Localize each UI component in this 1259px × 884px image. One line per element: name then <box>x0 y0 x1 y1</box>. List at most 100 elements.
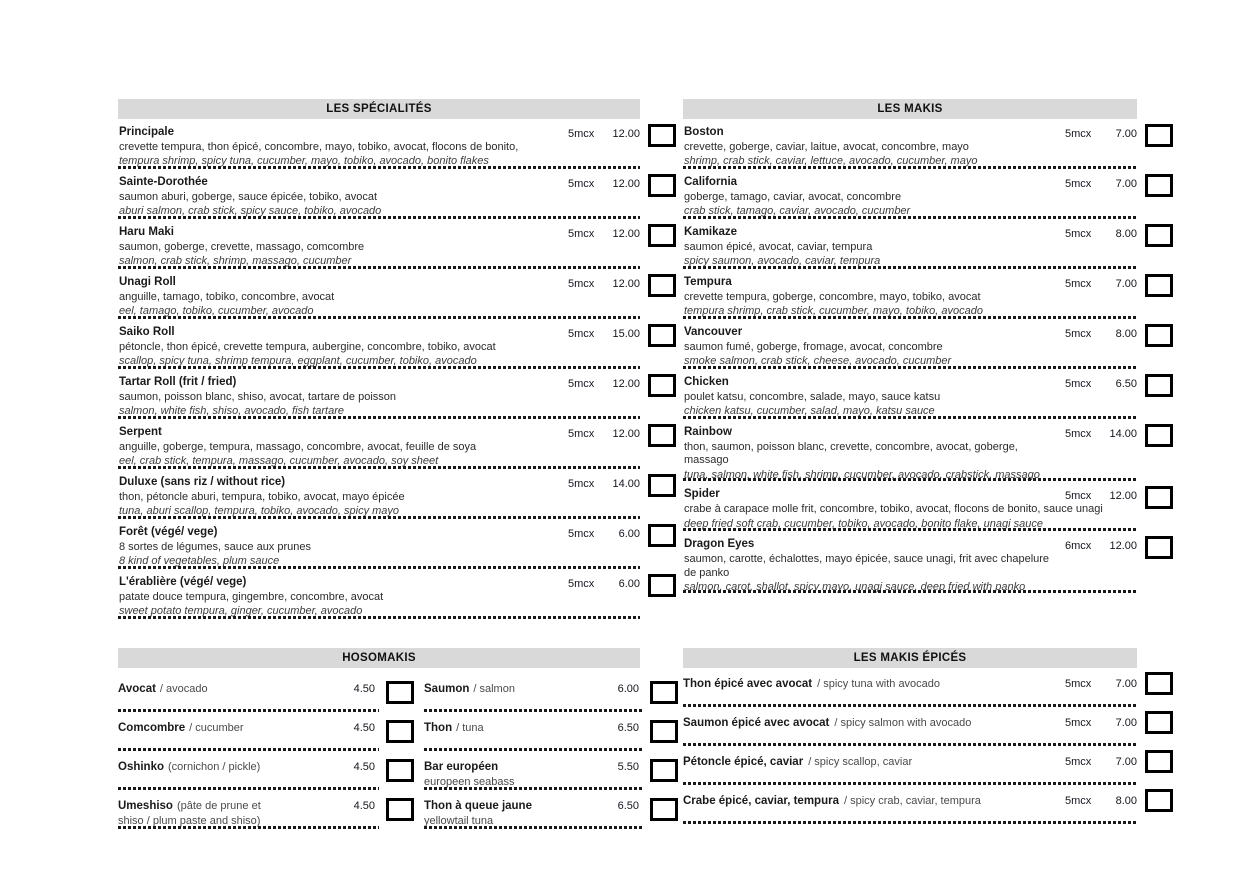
item-name: California <box>684 176 738 188</box>
item-checkbox[interactable] <box>648 424 676 447</box>
item-checkbox[interactable] <box>386 798 414 821</box>
item-desc-fr: pétoncle, thon épicé, crevette tempura, … <box>119 341 496 354</box>
row-divider <box>424 709 643 712</box>
item-desc: / salmon <box>473 683 515 695</box>
row-divider <box>683 416 1137 419</box>
item-checkbox[interactable] <box>1145 324 1173 347</box>
row-divider <box>118 566 640 569</box>
item-name: Tartar Roll (frit / fried) <box>119 376 237 388</box>
item-name: Thon épicé avec avocat <box>683 678 813 690</box>
item-qty: 5mcx <box>568 478 595 490</box>
row-divider <box>424 748 643 751</box>
item-checkbox[interactable] <box>1145 486 1173 510</box>
item-checkbox[interactable] <box>648 274 676 297</box>
item-qty-price: 5mcx 12.00 <box>568 128 640 140</box>
item-name: Umeshiso <box>118 800 173 812</box>
item-name: Spider <box>684 488 720 501</box>
item-qty: 5mcx <box>1065 328 1092 340</box>
item-checkbox[interactable] <box>1145 789 1173 812</box>
item-name: Thon <box>424 722 453 734</box>
menu-item: Haru Maki saumon, goberge, crevette, mas… <box>118 219 676 269</box>
item-desc-fr: crevette tempura, thon épicé, concombre,… <box>119 141 519 154</box>
item-desc-en: scallop, spicy tuna, shrimp tempura, egg… <box>119 355 477 368</box>
row-divider <box>118 466 640 469</box>
item-price: 12.00 <box>612 128 640 140</box>
menu-item: Unagi Roll anguille, tamago, tobiko, con… <box>118 269 676 319</box>
item-qty: 5mcx <box>1065 490 1092 503</box>
menu-item: California goberge, tamago, caviar, avoc… <box>683 169 1173 219</box>
item-checkbox[interactable] <box>650 798 678 821</box>
item-price: 12.00 <box>612 178 640 190</box>
menu-item: Serpent anguille, goberge, tempura, mass… <box>118 419 676 469</box>
item-price: 6.50 <box>617 722 639 734</box>
item-checkbox[interactable] <box>1145 424 1173 447</box>
item-checkbox[interactable] <box>648 574 676 597</box>
item-name: Unagi Roll <box>119 276 176 288</box>
item-qty-price: 5mcx 6.00 <box>568 528 640 540</box>
item-checkbox[interactable] <box>1145 536 1173 560</box>
item-checkbox[interactable] <box>1145 672 1173 695</box>
item-checkbox[interactable] <box>386 681 414 704</box>
item-price: 6.50 <box>1115 378 1137 390</box>
item-checkbox[interactable] <box>1145 374 1173 397</box>
item-checkbox[interactable] <box>1145 711 1173 734</box>
menu-item: Rainbow thon, saumon, poisson blanc, cre… <box>683 419 1173 482</box>
item-name: Comcombre <box>118 722 186 734</box>
item-desc: / spicy tuna with avocado <box>817 678 941 690</box>
row-divider <box>683 166 1137 169</box>
row-divider <box>118 316 640 319</box>
row-divider <box>683 316 1137 319</box>
item-qty: 5mcx <box>1065 128 1092 140</box>
item-checkbox[interactable] <box>386 720 414 743</box>
item-qty: 5mcx <box>568 578 595 590</box>
item-checkbox[interactable] <box>648 524 676 547</box>
row-divider <box>683 743 1137 746</box>
section-rows: Avocat / avocado 4.50 Saumon / salmon 6.… <box>118 673 678 829</box>
row-divider <box>683 478 1137 482</box>
item-name: Boston <box>684 126 724 138</box>
row-divider <box>118 787 379 790</box>
item-qty: 5mcx <box>1065 678 1092 690</box>
item-checkbox[interactable] <box>1145 274 1173 297</box>
item-desc-fr: thon, pétoncle aburi, tempura, tobiko, a… <box>119 491 405 504</box>
item-qty-price: 5mcx 12.00 <box>568 278 640 290</box>
item-qty-price: 5mcx 12.00 <box>568 228 640 240</box>
item-qty: 5mcx <box>1065 756 1092 768</box>
item-checkbox[interactable] <box>386 759 414 782</box>
item-desc-fr: poulet katsu, concombre, salade, mayo, s… <box>684 391 941 404</box>
row-divider <box>683 782 1137 785</box>
menu-item: Crabe épicé, caviar, tempura / spicy cra… <box>683 785 1173 824</box>
menu-item: Pétoncle épicé, caviar / spicy scallop, … <box>683 746 1173 785</box>
item-checkbox[interactable] <box>650 759 678 782</box>
item-desc: / tuna <box>456 722 484 734</box>
item-checkbox[interactable] <box>1145 174 1173 197</box>
item-price: 8.00 <box>1115 228 1137 240</box>
item-checkbox[interactable] <box>1145 750 1173 773</box>
menu-item: Saumon épicé avec avocat / spicy salmon … <box>683 707 1173 746</box>
item-name: Kamikaze <box>684 226 738 238</box>
item-checkbox[interactable] <box>650 681 678 704</box>
item-desc-fr: saumon aburi, goberge, sauce épicée, tob… <box>119 191 378 204</box>
item-checkbox[interactable] <box>648 224 676 247</box>
item-desc: / cucumber <box>189 722 244 734</box>
item-checkbox[interactable] <box>648 124 676 147</box>
item-checkbox[interactable] <box>648 324 676 347</box>
item-checkbox[interactable] <box>648 174 676 197</box>
item-name: Duluxe (sans riz / without rice) <box>119 476 286 488</box>
item-qty-price: 5mcx 8.00 <box>1065 228 1137 240</box>
item-qty-price: 5mcx 12.00 <box>568 178 640 190</box>
section-les-makis: LES MAKIS Boston crevette, goberge, cavi… <box>683 99 1173 594</box>
menu-item: Tempura crevette tempura, goberge, conco… <box>683 269 1173 319</box>
section-header: LES SPÉCIALITÉS <box>118 99 640 119</box>
item-checkbox[interactable] <box>648 474 676 497</box>
item-desc-en: crab stick, tamago, caviar, avocado, cuc… <box>684 205 911 218</box>
item-checkbox[interactable] <box>1145 124 1173 147</box>
row-divider <box>424 787 643 790</box>
item-checkbox[interactable] <box>650 720 678 743</box>
item-desc-en: chicken katsu, cucumber, salad, mayo, ka… <box>684 405 935 418</box>
item-qty-price: 5mcx 15.00 <box>568 328 640 340</box>
item-qty: 5mcx <box>1065 178 1092 190</box>
item-checkbox[interactable] <box>648 374 676 397</box>
item-checkbox[interactable] <box>1145 224 1173 247</box>
item-qty: 5mcx <box>568 228 595 240</box>
